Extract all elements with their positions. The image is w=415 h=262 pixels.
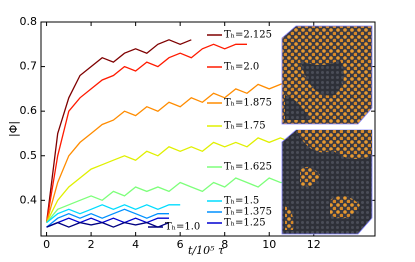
x-tick-label: 0 bbox=[43, 238, 50, 251]
x-tick-label: 8 bbox=[221, 238, 228, 251]
x-tick-label: 4 bbox=[132, 238, 139, 251]
x-tick-label: 10 bbox=[262, 238, 276, 251]
series-line bbox=[46, 208, 169, 228]
legend-label: Tₕ=1.75 bbox=[224, 121, 266, 132]
x-axis-label: t/10⁵ τ bbox=[188, 244, 225, 257]
series-line bbox=[45, 79, 292, 223]
legend-label: Tₕ=2.125 bbox=[224, 30, 272, 41]
legend-label: Tₕ=1.875 bbox=[224, 98, 272, 109]
legend-label: Tₕ=1.5 bbox=[224, 196, 259, 207]
y-tick-label: 0.7 bbox=[20, 60, 38, 73]
legend-label: Tₕ=1.25 bbox=[224, 218, 266, 229]
series-line bbox=[46, 137, 292, 223]
y-tick-label: 0.6 bbox=[20, 104, 38, 117]
y-tick-label: 0.4 bbox=[20, 193, 38, 206]
legend-label: Tₕ=2.0 bbox=[224, 62, 259, 73]
cube-image bbox=[281, 129, 373, 235]
y-tick-label: 0.5 bbox=[20, 149, 38, 162]
y-axis-label: |Φ| bbox=[7, 121, 20, 137]
legend-label: Tₕ=1.0 bbox=[165, 222, 200, 233]
legend-label: Tₕ=1.625 bbox=[224, 162, 272, 173]
snapshots bbox=[281, 25, 373, 235]
series-line bbox=[45, 39, 192, 223]
y-tick-label: 0.8 bbox=[20, 15, 38, 28]
cube-image bbox=[281, 25, 373, 125]
legend-label: Tₕ=1.375 bbox=[224, 207, 272, 218]
series-line bbox=[46, 177, 292, 224]
series-line bbox=[45, 43, 247, 223]
series-line bbox=[46, 221, 170, 228]
series-line bbox=[46, 217, 169, 228]
x-tick-label: 2 bbox=[88, 238, 95, 251]
plot-frame bbox=[40, 21, 376, 237]
x-tick-label: 6 bbox=[177, 238, 184, 251]
x-tick-label: 12 bbox=[307, 238, 321, 251]
series-line bbox=[46, 204, 181, 224]
